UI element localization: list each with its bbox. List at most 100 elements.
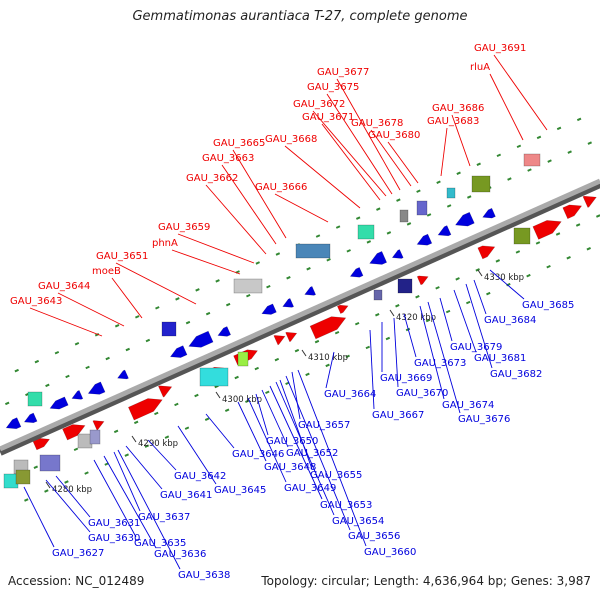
forward-leader-line [205,184,267,255]
reverse-gene-label: GAU_3630 [88,533,140,544]
guide-tick [527,168,532,172]
feature-box [39,454,61,472]
gene-reverse [169,345,188,358]
feature-box [399,209,409,223]
reverse-gene-label: GAU_3637 [138,512,190,523]
guide-tick [114,324,120,328]
reverse-leader-line [427,301,461,414]
feature-box [295,243,331,259]
guide-tick [486,291,491,296]
gene-forward [337,304,349,314]
feature-box [15,469,31,485]
forward-gene-label: GAU_3691 [474,43,526,54]
guide-tick [215,279,220,283]
forward-gene-label: GAU_3659 [158,222,210,233]
reverse-gene-label: GAU_3654 [332,516,384,527]
forward-gene-label: GAU_3668 [265,134,317,145]
guide-tick [566,255,571,260]
gene-reverse [49,396,69,410]
reverse-gene-label: GAU_3682 [490,369,542,380]
reverse-gene-label: GAU_3655 [310,470,362,481]
guide-tick [475,268,480,272]
guide-tick [64,480,69,484]
feature-box [233,278,263,294]
reverse-leader-line [247,397,287,483]
reverse-gene-label: GAU_3684 [484,315,536,326]
guide-tick [24,498,29,502]
genome-backbone-shadow [0,180,600,456]
reverse-leader-line [55,475,91,518]
guide-tick [396,198,401,202]
guide-tick [496,153,502,158]
guide-tick [175,297,180,301]
gene-forward [532,220,562,240]
reverse-gene-label: GAU_3652 [286,448,338,459]
reverse-leader-line [465,283,493,369]
reverse-gene-label: GAU_3648 [264,462,316,473]
guide-tick [465,300,471,305]
reverse-gene-label: GAU_3653 [320,500,372,511]
gene-reverse [188,330,214,348]
guide-tick [526,273,531,278]
guide-tick [575,223,581,227]
guide-tick [346,249,351,253]
guide-tick [164,435,170,439]
reverse-gene-label: GAU_3681 [474,353,526,364]
guide-tick [306,267,311,271]
forward-gene-label: phnA [152,238,178,249]
gene-forward [582,195,597,208]
gene-forward [562,204,583,220]
gene-forward [62,424,86,441]
gene-reverse [87,381,106,395]
reverse-leader-line [369,329,375,410]
guide-tick [4,401,10,406]
feature-box [397,278,413,294]
guide-tick [354,321,360,326]
guide-tick [555,232,561,236]
forward-gene-label: GAU_3675 [307,82,359,93]
guide-tick [436,180,441,184]
guide-tick [174,402,179,407]
guide-tick [105,356,110,361]
guide-tick [426,213,432,217]
guide-tick [246,293,251,298]
guide-tick [385,336,391,341]
guide-tick [586,247,591,251]
scale-tick [45,481,51,489]
gene-reverse [304,286,317,296]
guide-tick [33,465,39,469]
reverse-gene-label: GAU_3649 [284,483,336,494]
forward-leader-line [115,262,197,305]
gene-forward [477,245,496,260]
reverse-leader-line [177,425,217,485]
reverse-leader-line [297,369,367,547]
forward-gene-label: rluA [470,62,490,73]
guide-tick [576,117,582,122]
gene-reverse [349,267,364,278]
guide-tick [234,375,239,380]
forward-leader-line [232,149,287,239]
reverse-leader-line [237,401,267,462]
forward-leader-line [489,73,524,141]
reverse-gene-label: GAU_3673 [414,358,466,369]
forward-leader-line [326,93,393,195]
guide-tick [34,359,40,364]
forward-leader-line [370,129,412,187]
gene-reverse [282,298,295,308]
feature-box [357,224,375,240]
scale-label: 4310 kbp [308,353,348,363]
guide-tick [274,357,280,362]
reverse-leader-line [23,486,55,548]
guide-tick [185,320,191,325]
reverse-gene-label: GAU_3669 [380,373,432,384]
feature-box [513,227,531,245]
guide-tick [386,231,392,235]
forward-gene-label: GAU_3672 [293,99,345,110]
guide-tick [455,277,460,281]
forward-leader-line [221,164,277,245]
reverse-gene-label: GAU_3650 [266,436,318,447]
guide-tick [546,264,551,269]
reverse-gene-label: GAU_3638 [178,570,230,581]
